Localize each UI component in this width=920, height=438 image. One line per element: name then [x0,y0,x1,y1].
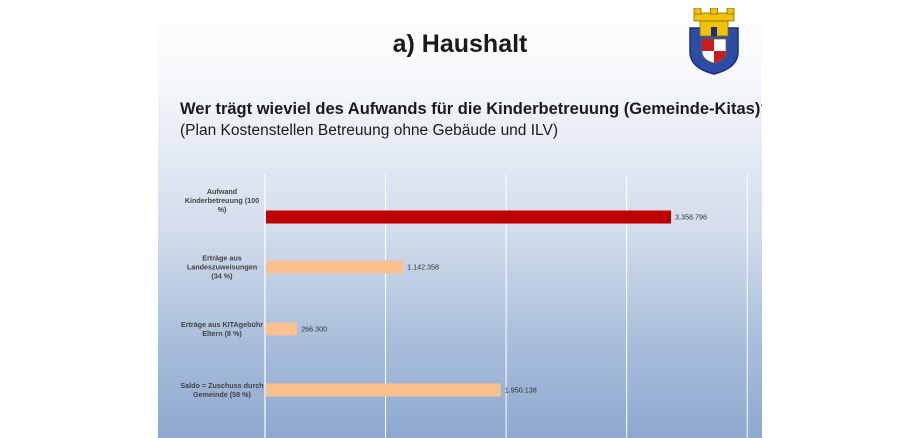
bar [266,383,501,397]
data-label: 266.300 [301,325,327,334]
category-label-line: Landeszuweisungen [187,263,257,272]
category-label-line: Gemeinde (58 %) [193,390,252,399]
bar [266,210,671,224]
category-label-line: %) [218,205,227,214]
bar-chart: 3.358.796 Aufwand Kinderbetreuung (100 %) 1.… [180,174,748,438]
data-label: 1.950.138 [505,386,537,395]
bar [266,322,298,336]
chart-subheading: (Plan Kostenstellen Betreuung ohne Gebäu… [180,122,559,139]
bar [266,260,404,274]
category-label-line: (34 %) [211,272,233,281]
data-label: 1.142.358 [407,263,439,272]
category-label-line: Aufwand [207,187,237,196]
category-label-line: Kinderbetreuung (100 [185,196,259,205]
coat-of-arms-icon [689,8,739,75]
category-label-line: Eltern (8 %) [202,329,242,338]
category-label: Erträge aus Landeszuweisungen (34 %) [187,254,257,281]
category-label: Saldo = Zuschuss durch Gemeinde (58 %) [180,381,263,399]
category-label-line: Saldo = Zuschuss durch [180,381,263,390]
category-label: Aufwand Kinderbetreuung (100%) [185,187,259,214]
data-label: 3.358.796 [675,213,707,222]
category-label-line: Erträge aus KITAgebühr [181,320,263,329]
chart-heading: Wer trägt wieviel des Aufwands für die K… [180,100,762,118]
slide: a) Haushalt Wer trägt wieviel des Aufwan… [158,0,762,438]
category-label: Erträge aus KITAgebühr Eltern (8 %) [181,320,263,338]
category-label-line: Erträge aus [202,254,242,263]
slide-title: a) Haushalt [392,30,528,58]
